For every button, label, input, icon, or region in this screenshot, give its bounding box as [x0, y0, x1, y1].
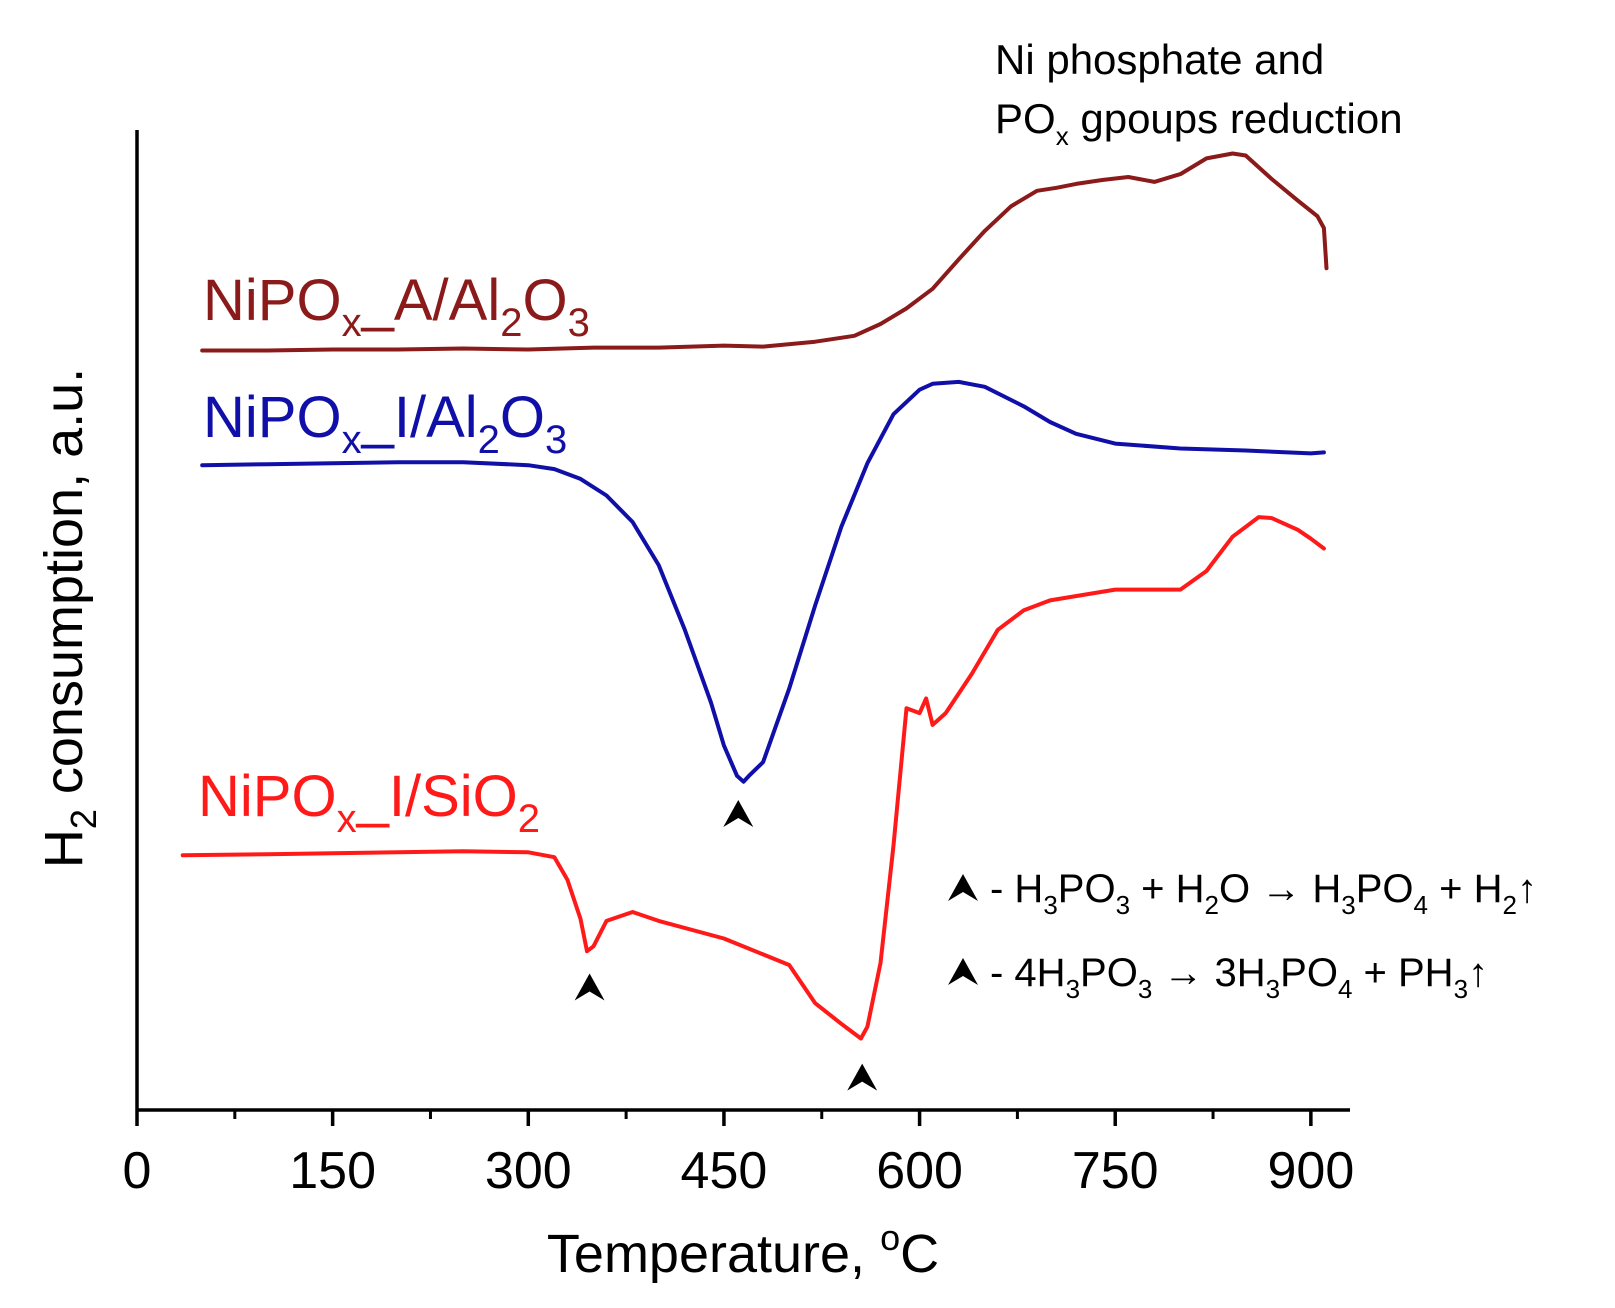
- series-label-3: NiPOx_I/SiO2: [198, 764, 540, 841]
- x-tick-label: 450: [681, 1142, 768, 1200]
- peak-marker-2: [574, 973, 605, 1001]
- series-label-1: NiPOx_A/Al2O3: [203, 268, 590, 345]
- series-line-3: [180, 515, 1326, 1041]
- legend-marker-1: [948, 874, 978, 901]
- reaction-2: - 4H3PO3 → 3H3PO4 + PH3↑: [990, 951, 1488, 1004]
- x-tick-label: 0: [123, 1142, 152, 1200]
- series-label-2: NiPOx_I/Al2O3: [203, 385, 567, 462]
- region-label-line1: Ni phosphate and: [995, 36, 1324, 83]
- x-tick-label: 900: [1267, 1142, 1354, 1200]
- y-axis-label: H2 consumption, a.u.: [34, 368, 104, 868]
- x-ticks: [135, 1110, 1313, 1126]
- x-tick-label: 300: [485, 1142, 572, 1200]
- annotations: Ni phosphate and POx gpoups reduction - H3…: [948, 36, 1537, 1004]
- series-labels: NiPOx_A/Al2O3 NiPOx_I/Al2O3 NiPOx_I/SiO2: [198, 268, 590, 841]
- x-tick-labels: 0 150 300 450 600 750 900: [123, 1142, 1355, 1200]
- x-tick-label: 750: [1072, 1142, 1159, 1200]
- peak-marker-1: [723, 800, 754, 828]
- peak-marker-3: [847, 1063, 878, 1091]
- x-axis-label: Temperature, oC: [547, 1217, 939, 1284]
- peak-markers: [574, 800, 878, 1091]
- series-layer: [180, 151, 1329, 1041]
- axes: 0 150 300 450 600 750 900: [123, 130, 1355, 1200]
- reaction-1: - H3PO3 + H2O → H3PO4 + H2↑: [990, 867, 1537, 920]
- region-label-line2: POx gpoups reduction: [995, 95, 1403, 151]
- series-line-1: [200, 151, 1329, 353]
- legend-marker-2: [948, 958, 978, 985]
- x-tick-label: 600: [876, 1142, 963, 1200]
- series-line-2: [200, 379, 1326, 784]
- x-tick-label: 150: [289, 1142, 376, 1200]
